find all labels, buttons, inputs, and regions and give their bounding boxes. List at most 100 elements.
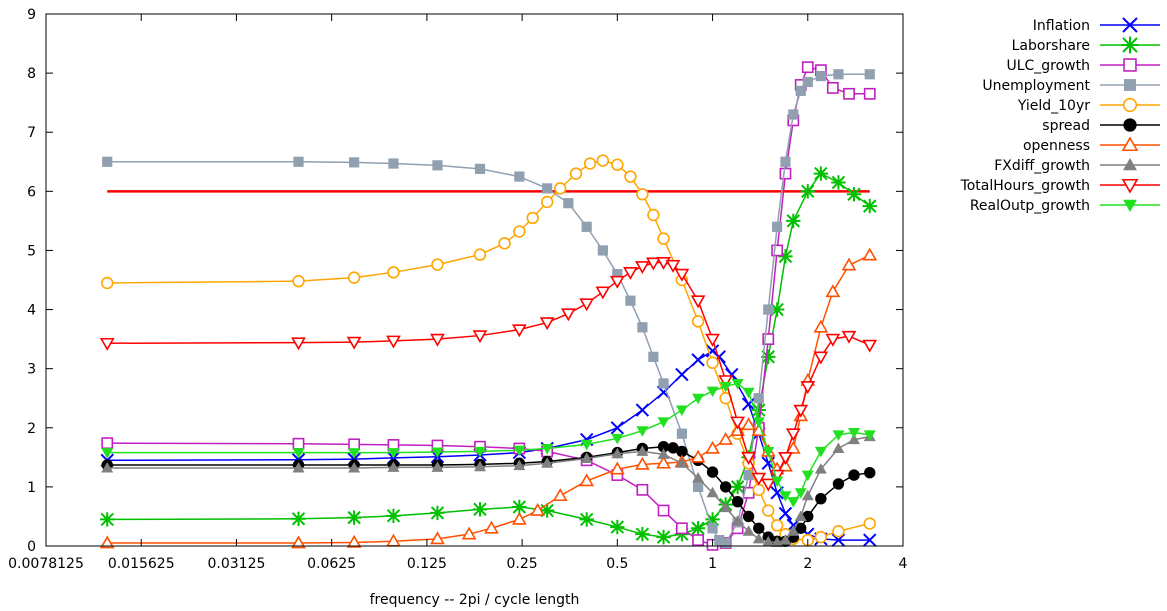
data-point xyxy=(291,535,306,549)
data-point xyxy=(690,295,706,309)
data-point xyxy=(813,319,829,333)
legend-item-totalhours-growth: TotalHours_growth xyxy=(960,178,1160,194)
data-point xyxy=(815,70,826,82)
data-point xyxy=(795,85,806,96)
data-point xyxy=(554,182,567,195)
data-point xyxy=(741,452,756,465)
x-tick-label: 1 xyxy=(708,556,717,572)
data-point xyxy=(102,156,113,167)
data-point xyxy=(841,330,857,344)
data-point xyxy=(579,298,595,312)
data-point xyxy=(625,295,636,306)
legend-label: FXdiff_growth xyxy=(994,158,1090,174)
series-line-laborshare xyxy=(107,172,871,538)
data-point xyxy=(846,187,862,202)
legend-label: Yield_10yr xyxy=(1017,98,1090,114)
data-point xyxy=(801,61,814,74)
data-point xyxy=(636,188,649,201)
data-point xyxy=(611,447,624,459)
legend-item-fxdiff-growth: FXdiff_growth xyxy=(994,158,1160,174)
x-tick-label: 0.03125 xyxy=(207,556,265,572)
data-point xyxy=(690,449,706,463)
legend-swatch-marker xyxy=(1124,79,1136,91)
data-point xyxy=(742,510,755,523)
y-tick-label: 0 xyxy=(27,539,36,555)
data-point xyxy=(498,237,511,250)
data-point xyxy=(101,276,114,290)
data-point xyxy=(832,478,845,490)
data-point xyxy=(772,221,783,232)
data-point xyxy=(761,349,776,365)
data-point xyxy=(656,455,671,469)
data-point xyxy=(752,532,765,544)
data-point xyxy=(731,378,744,390)
data-point xyxy=(658,378,669,389)
legend-swatch-marker xyxy=(1122,17,1138,33)
data-point xyxy=(430,531,445,545)
data-point xyxy=(648,351,659,362)
data-point xyxy=(675,367,689,382)
x-tick-label: 0.015625 xyxy=(108,556,175,572)
data-point xyxy=(580,452,593,464)
data-point xyxy=(813,166,829,181)
data-point xyxy=(794,510,807,521)
series-layer xyxy=(99,61,878,551)
data-point xyxy=(730,416,745,430)
data-point xyxy=(635,456,650,470)
legend-swatch-marker xyxy=(1121,178,1139,194)
data-point xyxy=(801,470,814,482)
data-point xyxy=(665,259,681,273)
data-point xyxy=(513,459,526,471)
data-point xyxy=(862,339,878,353)
data-point xyxy=(692,481,704,492)
x-tick-label: 0.0625 xyxy=(307,556,356,572)
data-point xyxy=(826,81,839,94)
data-point xyxy=(863,87,876,100)
data-point xyxy=(802,76,813,88)
axes xyxy=(45,13,904,547)
data-point xyxy=(612,268,623,280)
data-point xyxy=(742,525,755,536)
data-point xyxy=(763,304,774,315)
data-point xyxy=(762,504,775,517)
data-point xyxy=(674,268,690,282)
data-point xyxy=(569,167,583,180)
legend-label: ULC_growth xyxy=(1006,58,1090,74)
x-tick-label: 4 xyxy=(899,556,908,572)
data-point xyxy=(675,457,688,468)
data-point xyxy=(785,428,801,442)
data-point xyxy=(563,198,574,209)
data-point xyxy=(769,302,785,317)
data-point xyxy=(595,286,611,300)
data-point xyxy=(542,183,553,194)
data-point xyxy=(719,501,732,513)
data-point xyxy=(539,503,555,518)
data-point xyxy=(101,437,114,450)
y-tick-label: 9 xyxy=(27,7,36,23)
data-point xyxy=(800,184,815,199)
data-point xyxy=(801,489,814,501)
data-point xyxy=(741,417,756,431)
x-axis-title: frequency -- 2pi / cycle length xyxy=(370,592,580,608)
data-point xyxy=(474,460,487,472)
data-point xyxy=(657,504,670,517)
legend-swatch-marker xyxy=(1123,158,1137,171)
data-point xyxy=(787,497,800,508)
data-point xyxy=(609,275,625,289)
data-point xyxy=(706,486,719,498)
data-point xyxy=(346,336,362,350)
data-point xyxy=(752,417,765,428)
data-point xyxy=(541,443,554,455)
y-tick-label: 6 xyxy=(27,184,36,200)
data-point xyxy=(779,491,792,502)
data-point xyxy=(779,167,792,180)
data-point xyxy=(645,257,661,271)
data-point xyxy=(691,315,705,328)
legend-swatch-marker xyxy=(1123,118,1137,132)
x-tick-label: 0.5 xyxy=(606,556,628,572)
data-point xyxy=(348,461,361,473)
data-point xyxy=(597,245,608,256)
data-point xyxy=(848,469,860,481)
data-point xyxy=(581,221,592,232)
